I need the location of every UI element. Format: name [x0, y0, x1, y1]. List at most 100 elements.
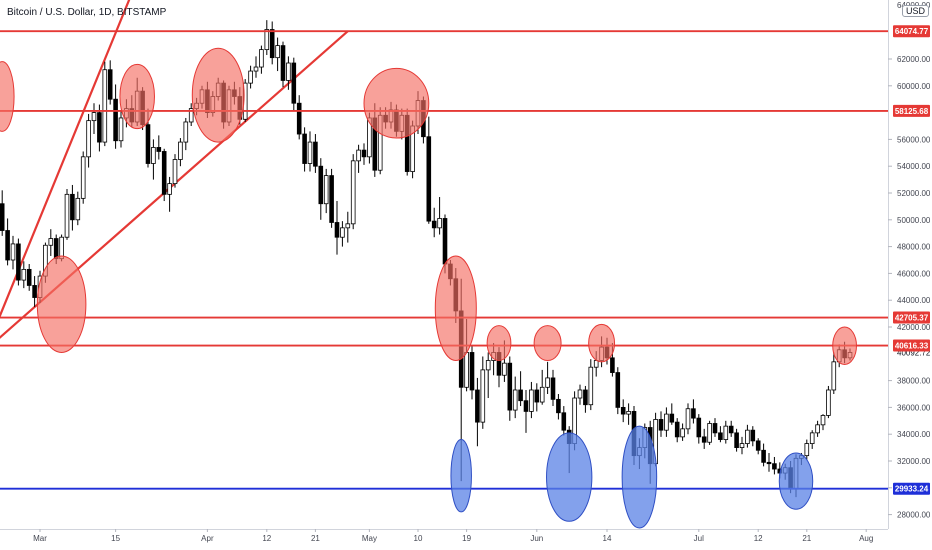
candle-body: [766, 461, 772, 465]
y-tick-label: 46000.00: [897, 269, 931, 278]
candle-body: [59, 236, 64, 260]
x-tick-label: 21: [802, 534, 811, 543]
candle: [761, 443, 766, 467]
candle-body: [761, 449, 766, 463]
candle-body: [145, 124, 151, 164]
candle: [523, 389, 529, 433]
candle: [734, 428, 739, 452]
candle: [307, 131, 313, 172]
candle-body: [534, 389, 540, 403]
candle: [728, 420, 734, 437]
candle-body: [269, 29, 275, 59]
candle-body: [696, 417, 702, 438]
candle: [75, 191, 81, 226]
candle-body: [75, 197, 81, 221]
candle-body: [523, 400, 529, 412]
resistance-circle: [588, 323, 616, 363]
trend-line: [0, 0, 131, 319]
candle-body: [48, 238, 54, 246]
resistance-circle: [486, 325, 512, 361]
candle-body: [264, 29, 270, 51]
candle: [718, 426, 723, 443]
candle: [561, 406, 567, 436]
candle: [550, 369, 556, 407]
y-tick-label: 62000.00: [897, 55, 931, 64]
y-tick-label: 38000.00: [897, 377, 931, 386]
candle-body: [178, 141, 183, 160]
candle-body: [626, 411, 631, 415]
candle: [356, 144, 361, 173]
candle-body: [345, 223, 351, 229]
candle: [669, 403, 675, 425]
candle: [745, 424, 750, 448]
candle: [707, 420, 712, 445]
candle: [296, 95, 302, 140]
candle: [188, 103, 194, 126]
candle-body: [669, 413, 675, 423]
candle-body: [826, 389, 831, 416]
candle: [626, 403, 631, 425]
candle-body: [507, 362, 513, 411]
candle: [64, 188, 70, 240]
candle-body: [167, 183, 172, 195]
candle: [507, 356, 513, 421]
candle: [32, 276, 37, 307]
candle: [804, 439, 810, 460]
candle: [539, 369, 545, 405]
candle: [334, 201, 340, 255]
currency-badge[interactable]: USD: [902, 5, 930, 17]
y-tick-label: 50000.00: [897, 216, 931, 225]
candle: [291, 57, 297, 112]
candle: [696, 414, 702, 444]
candle: [0, 190, 5, 236]
candle: [739, 436, 745, 455]
candle-body: [691, 408, 696, 419]
candle: [469, 345, 475, 400]
candle-body: [442, 218, 448, 265]
candle: [86, 113, 91, 168]
level-price-label: 42705.37: [895, 314, 929, 323]
candle-body: [97, 112, 102, 143]
candle: [323, 168, 329, 214]
candle-body: [556, 398, 561, 414]
candle-body: [275, 45, 280, 59]
candle: [577, 384, 583, 405]
x-tick-label: Apr: [201, 534, 214, 543]
candle-body: [32, 285, 37, 298]
candle: [691, 399, 696, 424]
candle-body: [296, 102, 302, 135]
candle-body: [804, 443, 810, 457]
y-tick-label: 28000.00: [897, 511, 931, 520]
candle: [102, 61, 108, 147]
candle-body: [340, 227, 345, 238]
candle: [701, 428, 707, 449]
candle-body: [755, 440, 761, 451]
candle: [674, 418, 680, 443]
candle-body: [593, 360, 599, 368]
x-tick-label: 19: [462, 534, 471, 543]
candle-body: [21, 268, 27, 281]
candle: [820, 414, 826, 431]
candle-body: [658, 419, 664, 431]
candle: [26, 264, 32, 291]
candle-body: [0, 203, 5, 231]
candle: [431, 207, 437, 238]
candle: [259, 45, 264, 74]
candle: [712, 418, 718, 437]
candle-body: [318, 165, 324, 205]
candle-body: [674, 421, 680, 438]
candle-body: [437, 218, 442, 229]
candle: [16, 238, 21, 286]
y-tick-label: 44000.00: [897, 296, 931, 305]
resistance-circle: [191, 47, 245, 143]
candle-body: [5, 230, 10, 261]
candle: [10, 235, 16, 270]
candle-body: [361, 149, 367, 158]
x-tick-label: 10: [414, 534, 423, 543]
candle: [615, 367, 621, 415]
candle-body: [512, 389, 518, 411]
level-price-badge: [893, 104, 930, 117]
candle: [588, 359, 594, 411]
candle: [831, 352, 837, 394]
